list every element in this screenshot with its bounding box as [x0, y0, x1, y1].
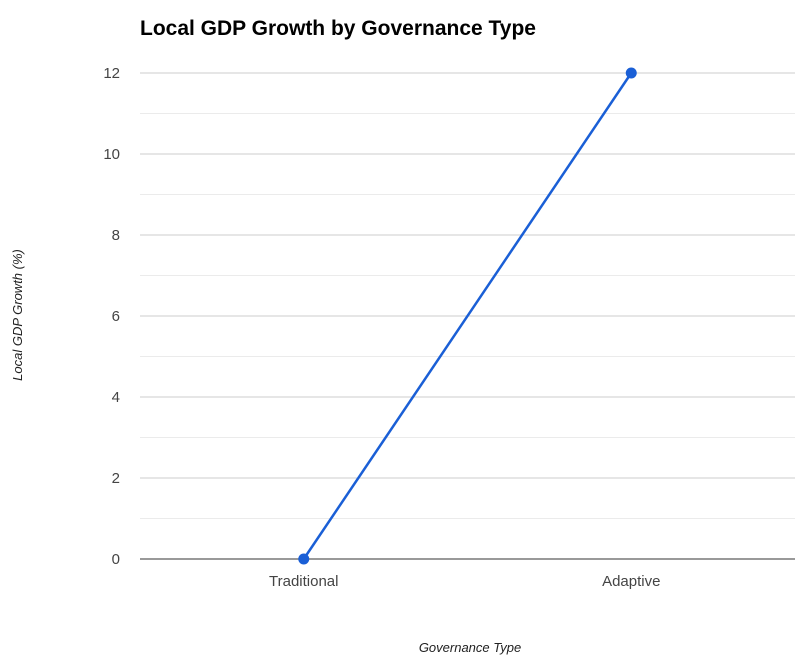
y-tick-label: 8 — [112, 227, 120, 244]
series-group — [298, 67, 637, 565]
y-tick-label: 6 — [112, 308, 120, 325]
x-tick-label: Adaptive — [602, 573, 660, 590]
y-tick-label: 4 — [112, 389, 120, 406]
y-axis-ticks: 0 2 4 6 8 10 12 — [103, 65, 120, 568]
data-point[interactable] — [625, 67, 637, 79]
chart-title: Local GDP Growth by Governance Type — [140, 17, 536, 40]
data-point[interactable] — [298, 553, 310, 565]
y-tick-label: 0 — [112, 551, 120, 568]
gridlines — [140, 72, 795, 519]
series-line — [302, 72, 633, 560]
y-tick-label: 2 — [112, 470, 120, 487]
y-tick-label: 10 — [103, 146, 120, 163]
x-axis-ticks: Traditional Adaptive — [269, 573, 660, 590]
x-axis-title: Governance Type — [419, 640, 521, 655]
y-axis-title: Local GDP Growth (%) — [10, 249, 25, 381]
y-tick-label: 12 — [103, 65, 120, 82]
x-tick-label: Traditional — [269, 573, 338, 590]
